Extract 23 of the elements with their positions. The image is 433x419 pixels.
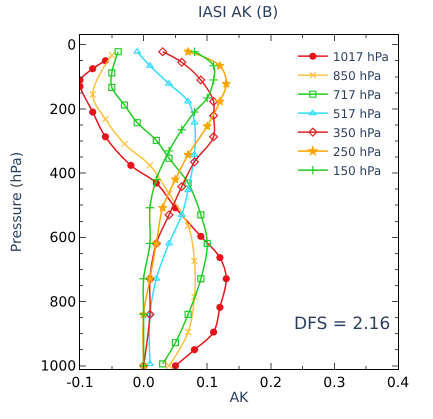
legend-label: 517 hPa xyxy=(332,106,382,121)
legend-label: 850 hPa xyxy=(332,68,382,83)
x-axis-title: AK xyxy=(230,390,250,406)
x-tick-label: 0.3 xyxy=(323,374,346,391)
y-tick-label: 600 xyxy=(49,230,76,246)
legend-label: 150 hPa xyxy=(332,164,382,178)
y-tick-label: 200 xyxy=(49,102,76,118)
x-tick-label: 0.0 xyxy=(132,374,155,391)
legend-label: 717 hPa xyxy=(332,88,382,102)
annotation: DFS = 2.16 xyxy=(294,314,390,334)
chart-title: IASI AK (B) xyxy=(198,2,278,21)
legend-label: 250 hPa xyxy=(332,144,382,159)
x-tick-label: 0.1 xyxy=(196,374,218,391)
y-tick-label: 0 xyxy=(67,38,76,54)
x-tick-label: -0.1 xyxy=(66,374,94,391)
legend-label: 1017 hPa xyxy=(332,50,389,64)
x-tick-label: 0.4 xyxy=(386,374,410,391)
y-tick-label: 400 xyxy=(49,166,76,182)
y-axis-title: Pressure (hPa) xyxy=(9,152,26,252)
x-tick-label: 0.2 xyxy=(260,374,282,391)
legend-label: 350 hPa xyxy=(332,126,382,140)
y-tick-label: 800 xyxy=(49,294,76,310)
y-tick-label: 1000 xyxy=(40,358,76,375)
